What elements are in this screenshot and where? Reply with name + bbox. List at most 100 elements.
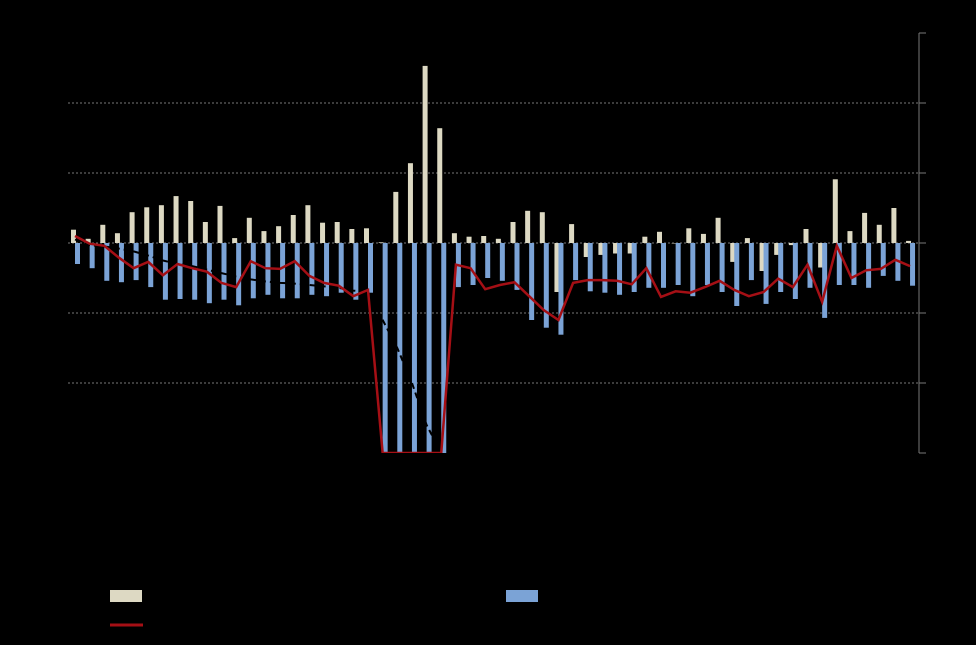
bar <box>261 231 267 243</box>
bar <box>543 243 549 328</box>
bar <box>880 243 886 276</box>
bar <box>441 243 447 453</box>
bar <box>276 226 282 243</box>
bar <box>437 128 443 243</box>
bar <box>510 222 516 243</box>
bar <box>657 231 662 243</box>
bar <box>173 196 179 243</box>
bar <box>730 243 736 262</box>
bar <box>382 243 388 453</box>
bar <box>847 231 853 243</box>
bar <box>862 212 868 243</box>
bar <box>309 243 315 295</box>
bar <box>734 243 740 306</box>
bar <box>529 243 535 320</box>
bar <box>89 243 95 269</box>
bar <box>602 243 608 293</box>
bar <box>129 212 135 243</box>
bar <box>71 229 76 243</box>
bar <box>378 242 384 243</box>
bar <box>349 229 355 243</box>
bar <box>246 217 252 243</box>
bar <box>587 243 593 292</box>
legend-swatch <box>110 590 142 602</box>
bar <box>411 243 417 453</box>
bar <box>807 243 813 288</box>
bar <box>422 65 428 244</box>
bar <box>162 243 168 300</box>
bar <box>158 205 164 243</box>
bar <box>320 222 326 243</box>
bar <box>704 243 710 285</box>
legend <box>110 590 538 627</box>
bar <box>836 243 842 285</box>
bar <box>221 243 227 300</box>
bar <box>617 243 623 295</box>
bar <box>778 243 784 292</box>
bar <box>554 243 560 292</box>
bar <box>832 179 838 243</box>
bar <box>891 208 897 243</box>
bar <box>114 233 120 243</box>
bar <box>719 243 725 292</box>
bar <box>353 243 359 300</box>
bar <box>236 243 242 306</box>
bar <box>851 243 857 285</box>
bar <box>686 228 692 243</box>
legend-swatch <box>506 590 538 602</box>
bar <box>661 243 666 288</box>
bar <box>232 238 238 243</box>
bar <box>910 243 916 286</box>
bar <box>631 243 637 292</box>
bar <box>598 243 604 255</box>
bar <box>573 243 579 281</box>
bar <box>514 243 520 290</box>
bar <box>407 163 413 243</box>
bar <box>627 243 633 254</box>
bar <box>202 222 208 243</box>
bar <box>671 243 677 244</box>
bar <box>368 243 373 293</box>
bar <box>118 243 124 283</box>
bar <box>397 243 403 453</box>
bar <box>290 215 296 243</box>
bar <box>788 243 794 246</box>
bar <box>866 243 872 288</box>
bar <box>177 243 183 299</box>
bar <box>822 243 828 318</box>
bar <box>294 243 300 299</box>
bar <box>481 236 487 243</box>
bar <box>700 233 706 243</box>
bar <box>144 207 150 243</box>
bar <box>338 243 344 293</box>
bar <box>280 243 286 299</box>
bar <box>642 236 648 243</box>
bar <box>569 224 575 243</box>
bar <box>470 243 476 285</box>
bar <box>100 224 106 243</box>
bar <box>715 217 721 243</box>
bar <box>818 243 824 268</box>
bar <box>451 233 457 243</box>
bar <box>539 212 545 243</box>
bar <box>876 224 882 243</box>
bar <box>393 191 399 243</box>
bar <box>426 243 432 453</box>
bar <box>763 243 769 304</box>
bar <box>774 243 780 255</box>
bar <box>334 222 340 243</box>
bar <box>499 243 505 281</box>
bar <box>675 243 681 285</box>
line <box>74 238 443 453</box>
bar <box>792 243 798 299</box>
bar <box>250 243 256 299</box>
bar <box>525 210 531 243</box>
bar <box>748 243 754 281</box>
line <box>74 234 911 453</box>
bar <box>85 238 91 243</box>
bar <box>217 205 223 243</box>
bar <box>558 243 564 335</box>
plot-area <box>71 65 916 453</box>
bar <box>690 243 696 297</box>
